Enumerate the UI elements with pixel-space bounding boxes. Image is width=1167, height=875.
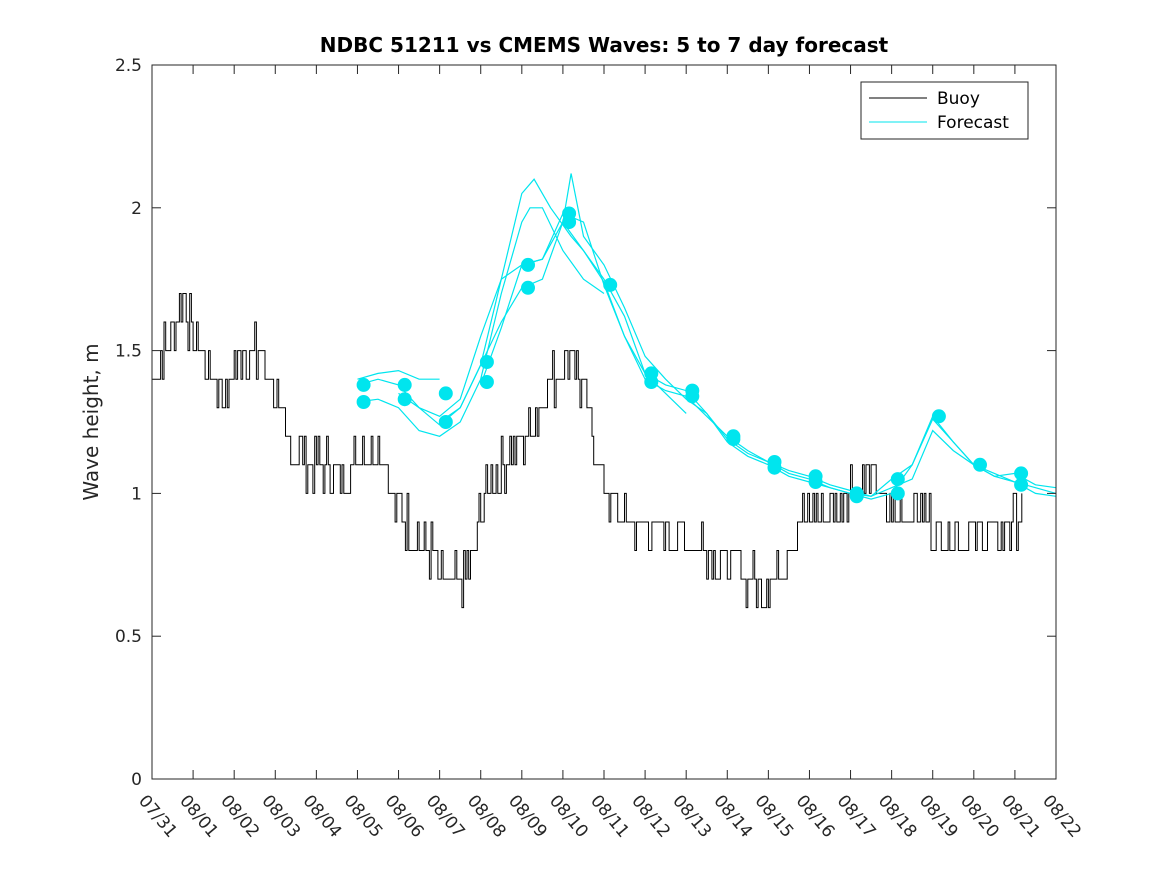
y-tick-label: 1 bbox=[131, 484, 142, 504]
forecast-line bbox=[357, 369, 440, 380]
forecast-marker bbox=[479, 375, 494, 389]
forecast-line bbox=[398, 173, 1057, 497]
forecast-marker bbox=[603, 277, 618, 292]
legend-label-forecast: Forecast bbox=[937, 113, 1009, 133]
forecast-marker bbox=[397, 377, 412, 392]
y-axis: 0 0.5 1 1.5 2 2.5 bbox=[115, 56, 1056, 790]
forecast-series bbox=[357, 173, 1057, 500]
forecast-marker bbox=[479, 355, 494, 369]
y-tick-label: 0 bbox=[131, 770, 142, 790]
y-tick-label: 2.5 bbox=[115, 56, 142, 76]
y-axis-label: Wave height, m bbox=[79, 343, 103, 500]
legend-label-buoy: Buoy bbox=[937, 89, 980, 109]
forecast-marker bbox=[890, 472, 905, 487]
forecast-marker bbox=[438, 386, 453, 401]
forecast-marker bbox=[726, 432, 741, 447]
forecast-marker bbox=[397, 392, 412, 407]
buoy-line bbox=[152, 293, 1023, 609]
y-tick-label: 1.5 bbox=[115, 342, 142, 362]
forecast-marker bbox=[890, 486, 905, 501]
chart-title: NDBC 51211 vs CMEMS Waves: 5 to 7 day fo… bbox=[320, 33, 889, 57]
forecast-line bbox=[357, 207, 605, 437]
forecast-marker bbox=[644, 375, 659, 389]
forecast-marker bbox=[767, 460, 782, 475]
forecast-marker bbox=[931, 409, 946, 424]
forecast-markers bbox=[356, 206, 1029, 504]
forecast-marker bbox=[521, 280, 535, 295]
forecast-line bbox=[357, 178, 687, 426]
plot-area bbox=[152, 65, 1056, 779]
forecast-marker bbox=[973, 457, 987, 472]
legend: Buoy Forecast bbox=[860, 81, 1029, 140]
forecast-marker bbox=[1014, 477, 1029, 492]
forecast-marker bbox=[685, 389, 700, 404]
y-tick-label: 2 bbox=[131, 199, 142, 219]
buoy-series bbox=[152, 293, 1023, 609]
forecast-marker bbox=[808, 475, 823, 489]
forecast-marker bbox=[849, 489, 864, 504]
forecast-marker bbox=[438, 415, 453, 429]
legend-box bbox=[860, 81, 1029, 140]
forecast-marker bbox=[356, 377, 371, 392]
forecast-marker bbox=[562, 215, 577, 230]
y-tick-label: 0.5 bbox=[115, 627, 142, 647]
forecast-marker bbox=[521, 257, 535, 272]
forecast-marker bbox=[356, 395, 371, 409]
